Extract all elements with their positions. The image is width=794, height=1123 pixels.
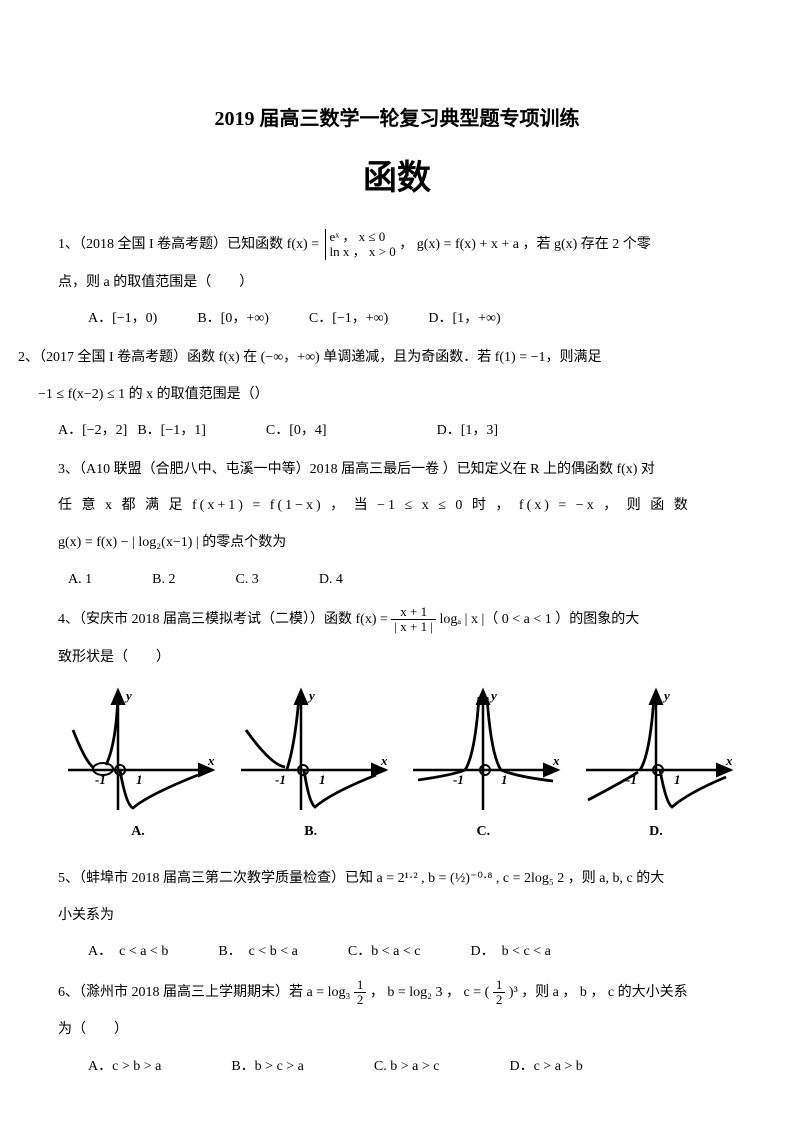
svg-text:1: 1 bbox=[319, 772, 326, 787]
chart-a: y x -1 1 A. bbox=[58, 685, 218, 846]
q2-opt-a: A．[−2，2] bbox=[58, 418, 127, 445]
q1-piecewise: eˣ ， x ≤ 0 ln x ， x > 0 bbox=[325, 229, 396, 260]
svg-text:y: y bbox=[489, 688, 497, 703]
svg-text:1: 1 bbox=[674, 772, 681, 787]
q6-opt-c: C. b > a > c bbox=[374, 1054, 440, 1081]
q5-line2: 小关系为 bbox=[58, 903, 736, 930]
page-title: 2019 届高三数学一轮复习典型题专项训练 bbox=[58, 100, 736, 138]
question-6: 6、（滁州市 2018 届高三上学期期末）若 a = log₃ 12 ， b =… bbox=[58, 978, 736, 1008]
q6-prefix: 6、（滁州市 2018 届高三上学期期末）若 a = log₃ bbox=[58, 985, 350, 1000]
q5-opt-c: C．b < a < c bbox=[348, 939, 421, 966]
q1-prefix: 1、（2018 全国 I 卷高考题）已知函数 f(x) = bbox=[58, 236, 319, 251]
q1-line2: 点，则 a 的取值范围是（ ） bbox=[58, 270, 736, 297]
q1-opt-d: D．[1，+∞) bbox=[428, 306, 500, 333]
q1-opt-c: C．[−1，+∞) bbox=[309, 306, 388, 333]
q6-mid: ， b = log₂ 3 ， c = ( bbox=[370, 985, 489, 1000]
q3-options: A. 1 B. 2 C. 3 D. 4 bbox=[68, 567, 736, 594]
q6-frac2: 12 bbox=[493, 978, 506, 1008]
q2-opt-b: B．[−1，1] bbox=[137, 418, 206, 445]
question-2-line1: 2、（2017 全国 I 卷高考题）函数 f(x) 在 (−∞，+∞) 单调递减… bbox=[18, 345, 736, 372]
q3-opt-c: C. 3 bbox=[235, 567, 258, 594]
chart-c: y x -1 1 C. bbox=[403, 685, 563, 846]
q4-denominator: | x + 1 | bbox=[391, 620, 436, 634]
svg-text:1: 1 bbox=[136, 772, 143, 787]
q3-opt-b: B. 2 bbox=[152, 567, 175, 594]
question-1: 1、（2018 全国 I 卷高考题）已知函数 f(x) = eˣ ， x ≤ 0… bbox=[58, 229, 736, 260]
q1-opt-a: A．[−1，0) bbox=[88, 306, 157, 333]
q4-line2: 致形状是（ ） bbox=[58, 645, 736, 672]
svg-text:-1: -1 bbox=[275, 772, 286, 787]
chart-b-label: B. bbox=[231, 819, 391, 846]
chart-b: y x -1 1 B. bbox=[231, 685, 391, 846]
q6-frac1: 12 bbox=[354, 978, 367, 1008]
q5-opt-b: B． c < b < a bbox=[218, 939, 298, 966]
chart-d: y x -1 1 D. bbox=[576, 685, 736, 846]
q6-opt-a: A．c > b > a bbox=[88, 1054, 161, 1081]
page-subtitle: 函数 bbox=[58, 146, 736, 211]
q2-options: A．[−2，2] B．[−1，1] C．[0，4] D．[1，3] bbox=[58, 418, 736, 445]
svg-text:y: y bbox=[662, 688, 670, 703]
question-3-line2: 任 意 x 都 满 足 f(x+1) = f(1−x) ， 当 −1 ≤ x ≤… bbox=[58, 493, 736, 520]
q2-opt-c: C．[0，4] bbox=[266, 418, 327, 445]
q1-piece2: ln x ， x > 0 bbox=[330, 244, 396, 260]
chart-d-label: D. bbox=[576, 819, 736, 846]
q3-opt-d: D. 4 bbox=[319, 567, 343, 594]
question-3-line3: g(x) = f(x) − | log₂(x−1) | 的零点个数为 bbox=[58, 530, 736, 557]
q2-opt-d: D．[1，3] bbox=[437, 418, 498, 445]
q5-options: A． c < a < b B． c < b < a C．b < a < c D．… bbox=[88, 939, 736, 966]
q4-suffix: logₐ | x |（ 0 < a < 1 ）的图象的大 bbox=[439, 612, 639, 627]
chart-a-label: A. bbox=[58, 819, 218, 846]
svg-text:1: 1 bbox=[501, 772, 508, 787]
question-4: 4、（安庆市 2018 届高三模拟考试（二模））函数 f(x) = x + 1 … bbox=[58, 605, 736, 635]
q6-options: A．c > b > a B．b > c > a C. b > a > c D．c… bbox=[88, 1054, 736, 1081]
svg-text:y: y bbox=[124, 688, 132, 703]
svg-text:x: x bbox=[725, 753, 733, 768]
chart-c-label: C. bbox=[403, 819, 563, 846]
q4-prefix: 4、（安庆市 2018 届高三模拟考试（二模））函数 f(x) = bbox=[58, 612, 388, 627]
q1-piece1: eˣ ， x ≤ 0 bbox=[330, 229, 396, 245]
q6-suffix: )³ ，则 a ， b ， c 的大小关系 bbox=[509, 985, 688, 1000]
svg-text:y: y bbox=[307, 688, 315, 703]
question-2-line2: −1 ≤ f(x−2) ≤ 1 的 x 的取值范围是（） bbox=[38, 382, 736, 409]
q1-options: A．[−1，0) B．[0，+∞) C．[−1，+∞) D．[1，+∞) bbox=[88, 306, 736, 333]
chart-row: y x -1 1 A. y x -1 1 B. bbox=[58, 685, 736, 846]
q5-opt-d: D． b < c < a bbox=[470, 939, 550, 966]
q4-fraction: x + 1 | x + 1 | bbox=[391, 605, 436, 635]
q6-opt-d: D．c > a > b bbox=[509, 1054, 582, 1081]
q1-opt-b: B．[0，+∞) bbox=[197, 306, 269, 333]
question-5: 5、（蚌埠市 2018 届高三第二次教学质量检查）已知 a = 2¹·² , b… bbox=[58, 866, 736, 893]
q6-opt-b: B．b > c > a bbox=[231, 1054, 304, 1081]
svg-text:x: x bbox=[207, 753, 215, 768]
q1-suffix: ， g(x) = f(x) + x + a ，若 g(x) 存在 2 个零 bbox=[399, 236, 651, 251]
q3-opt-a: A. 1 bbox=[68, 567, 92, 594]
q4-numerator: x + 1 bbox=[391, 605, 436, 620]
svg-text:x: x bbox=[380, 753, 388, 768]
q5-opt-a: A． c < a < b bbox=[88, 939, 168, 966]
q6-line2: 为（ ） bbox=[58, 1017, 736, 1044]
svg-text:x: x bbox=[552, 753, 560, 768]
question-3-line1: 3、（A10 联盟（合肥八中、屯溪一中等）2018 届高三最后一卷 ）已知定义在… bbox=[58, 457, 736, 484]
